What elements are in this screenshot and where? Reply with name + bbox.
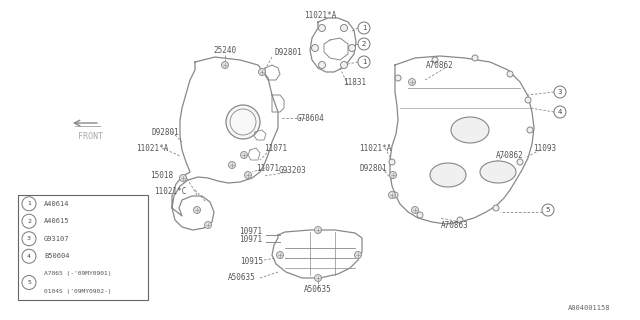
Circle shape	[340, 25, 348, 31]
Text: 5: 5	[27, 280, 31, 285]
Text: 1: 1	[362, 25, 366, 31]
Circle shape	[358, 56, 370, 68]
Circle shape	[525, 97, 531, 103]
Text: 2: 2	[362, 41, 366, 47]
Text: D92801: D92801	[359, 164, 387, 172]
Circle shape	[22, 232, 36, 246]
Text: 0104S ('09MY0902-): 0104S ('09MY0902-)	[44, 289, 111, 294]
Circle shape	[493, 205, 499, 211]
Text: D92801: D92801	[151, 127, 179, 137]
Text: 11021*A: 11021*A	[359, 143, 391, 153]
Circle shape	[314, 227, 321, 234]
Text: A7065 (-'09MY0901): A7065 (-'09MY0901)	[44, 271, 111, 276]
Circle shape	[319, 25, 326, 31]
Text: G93203: G93203	[278, 165, 306, 174]
Circle shape	[417, 212, 423, 218]
Text: A70863: A70863	[441, 220, 469, 229]
Text: 3: 3	[27, 236, 31, 241]
Text: G78604: G78604	[296, 114, 324, 123]
Ellipse shape	[226, 105, 260, 139]
Circle shape	[244, 172, 252, 179]
Circle shape	[388, 191, 396, 198]
Circle shape	[22, 197, 36, 211]
Text: 11021*A: 11021*A	[136, 143, 168, 153]
Circle shape	[507, 71, 513, 77]
Circle shape	[22, 249, 36, 263]
Text: A40614: A40614	[44, 201, 70, 207]
Circle shape	[205, 221, 211, 228]
Text: 4: 4	[558, 109, 562, 115]
Text: A004001158: A004001158	[568, 305, 610, 311]
Circle shape	[319, 61, 326, 68]
Text: 1: 1	[362, 59, 366, 65]
Ellipse shape	[451, 117, 489, 143]
Text: FRONT: FRONT	[77, 132, 102, 140]
Text: A40615: A40615	[44, 218, 70, 224]
Bar	[18, 195, 148, 300]
Circle shape	[22, 276, 36, 290]
Circle shape	[542, 204, 554, 216]
Ellipse shape	[480, 161, 516, 183]
Text: 10971: 10971	[239, 228, 262, 236]
Text: G93107: G93107	[44, 236, 70, 242]
Text: B50604: B50604	[44, 253, 70, 259]
Circle shape	[554, 106, 566, 118]
Circle shape	[241, 151, 248, 158]
Circle shape	[472, 55, 478, 61]
Text: 10971: 10971	[239, 236, 262, 244]
Circle shape	[22, 214, 36, 228]
Text: 11071: 11071	[264, 143, 287, 153]
Text: 4: 4	[27, 254, 31, 259]
Text: 10915: 10915	[241, 258, 264, 267]
Circle shape	[457, 217, 463, 223]
Ellipse shape	[430, 163, 466, 187]
Circle shape	[412, 206, 419, 213]
Text: 11021*A: 11021*A	[304, 11, 336, 20]
Text: 25240: 25240	[213, 45, 237, 54]
Circle shape	[395, 75, 401, 81]
Circle shape	[517, 159, 523, 165]
Circle shape	[228, 162, 236, 169]
Text: 1: 1	[27, 201, 31, 206]
Text: 11831: 11831	[344, 77, 367, 86]
Circle shape	[221, 61, 228, 68]
Text: 15018: 15018	[150, 171, 173, 180]
Text: 11021*C: 11021*C	[154, 188, 186, 196]
Text: D92801: D92801	[274, 47, 302, 57]
Circle shape	[554, 86, 566, 98]
Text: A50635: A50635	[228, 274, 256, 283]
Circle shape	[355, 252, 362, 259]
Circle shape	[432, 57, 438, 63]
Circle shape	[314, 275, 321, 282]
Circle shape	[340, 61, 348, 68]
Text: A70862: A70862	[426, 60, 454, 69]
Circle shape	[358, 22, 370, 34]
Circle shape	[389, 159, 395, 165]
Circle shape	[390, 172, 397, 179]
Text: 3: 3	[557, 89, 563, 95]
Circle shape	[179, 174, 186, 181]
Circle shape	[408, 78, 415, 85]
Circle shape	[312, 44, 319, 52]
Text: A50635: A50635	[304, 285, 332, 294]
Circle shape	[259, 68, 266, 76]
Circle shape	[349, 44, 355, 52]
Text: 5: 5	[546, 207, 550, 213]
Text: 11071: 11071	[257, 164, 280, 172]
Circle shape	[358, 38, 370, 50]
Circle shape	[276, 252, 284, 259]
Circle shape	[527, 127, 533, 133]
Circle shape	[193, 206, 200, 213]
Circle shape	[392, 192, 398, 198]
Text: A70862: A70862	[496, 150, 524, 159]
Text: 2: 2	[27, 219, 31, 224]
Text: 11093: 11093	[533, 143, 557, 153]
